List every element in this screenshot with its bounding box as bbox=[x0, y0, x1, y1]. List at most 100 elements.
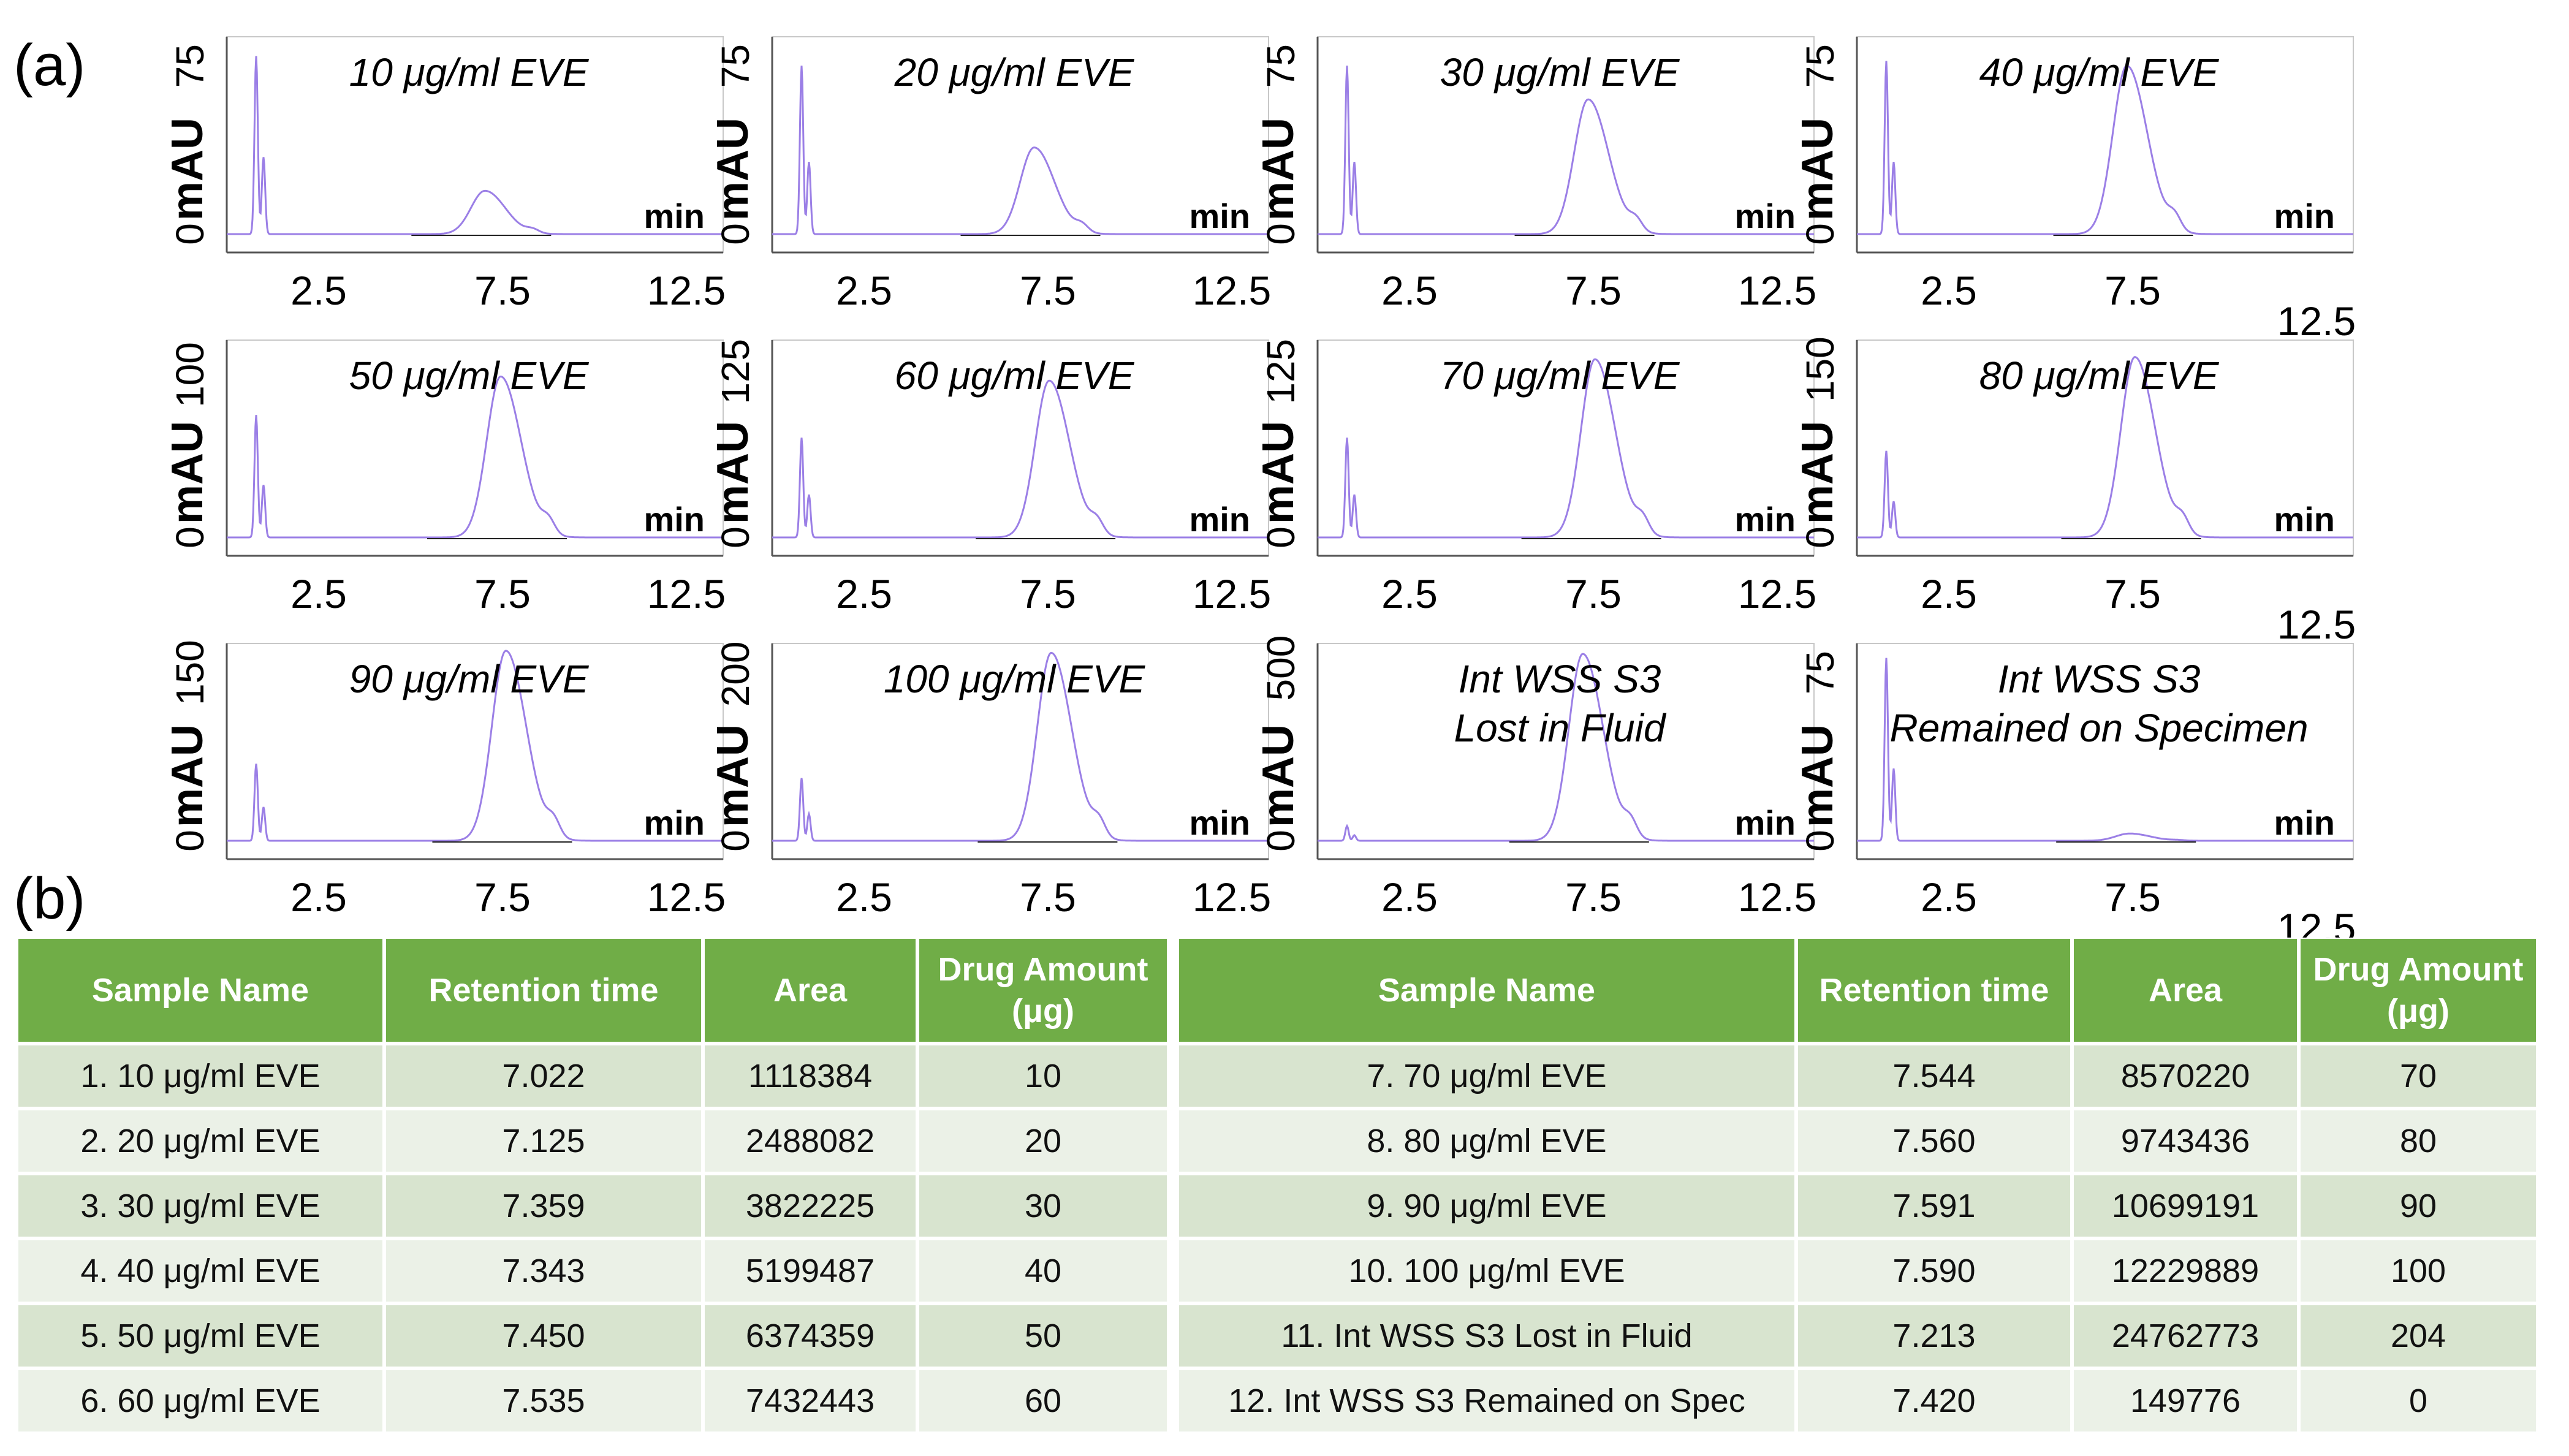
table-cell: 1. 10 μg/ml EVE bbox=[18, 1045, 382, 1107]
y-tick-label: 75 bbox=[1798, 651, 1842, 694]
x-tick-label: 12.5 bbox=[2277, 602, 2356, 647]
results-table-right: Sample Name Retention time Area Drug Amo… bbox=[1175, 935, 2540, 1435]
table-cell: 8570220 bbox=[2074, 1045, 2297, 1107]
table-cell: 7.591 bbox=[1798, 1175, 2070, 1237]
y-axis-title: mAU bbox=[1793, 421, 1842, 524]
x-axis-title: min bbox=[1189, 803, 1250, 842]
chromatogram-trace bbox=[772, 379, 1269, 539]
table-cell: 7.544 bbox=[1798, 1045, 2070, 1107]
x-tick-label: 7.5 bbox=[474, 571, 531, 616]
y-axis-title: mAU bbox=[1254, 724, 1303, 827]
table-cell: 60 bbox=[919, 1370, 1167, 1431]
y-tick-label: 0 bbox=[1798, 223, 1842, 245]
header-area: Area bbox=[705, 939, 916, 1042]
header-retention-time: Retention time bbox=[386, 939, 701, 1042]
sample-annotation: 10 μg/ml EVE bbox=[349, 50, 590, 94]
x-axis-title: min bbox=[643, 197, 705, 235]
table-cell: 90 bbox=[2301, 1175, 2536, 1237]
y-axis-title: mAU bbox=[1254, 118, 1303, 221]
table-cell: 7. 70 μg/ml EVE bbox=[1179, 1045, 1794, 1107]
table-cell: 40 bbox=[919, 1240, 1167, 1302]
x-tick-label: 2.5 bbox=[290, 571, 347, 616]
x-axis-title: min bbox=[1734, 803, 1796, 842]
y-tick-label: 75 bbox=[713, 44, 757, 88]
x-tick-label: 7.5 bbox=[1565, 874, 1622, 920]
sample-annotation: 50 μg/ml EVE bbox=[349, 354, 590, 398]
x-tick-label: 12.5 bbox=[1193, 874, 1271, 920]
x-tick-label: 7.5 bbox=[1020, 571, 1076, 616]
table-cell: 70 bbox=[2301, 1045, 2536, 1107]
table-cell: 7.590 bbox=[1798, 1240, 2070, 1302]
x-tick-label: 2.5 bbox=[1381, 571, 1438, 616]
table-cell: 9743436 bbox=[2074, 1110, 2297, 1172]
y-tick-label: 150 bbox=[168, 640, 212, 705]
table-cell: 80 bbox=[2301, 1110, 2536, 1172]
y-tick-label: 0 bbox=[1798, 830, 1842, 852]
y-tick-label: 0 bbox=[1259, 830, 1303, 852]
x-tick-label: 2.5 bbox=[1921, 874, 1977, 920]
x-tick-label: 2.5 bbox=[290, 874, 347, 920]
y-tick-label: 75 bbox=[1798, 44, 1842, 88]
table-row: 1. 10 μg/ml EVE 7.022 1118384 10 bbox=[18, 1045, 1167, 1107]
x-axis-title: min bbox=[1189, 197, 1250, 235]
chromatogram-trace bbox=[1318, 358, 1814, 539]
y-axis-title: mAU bbox=[163, 724, 212, 827]
chromatogram-trace bbox=[772, 66, 1269, 235]
table-row: 9. 90 μg/ml EVE 7.591 10699191 90 bbox=[1179, 1175, 2536, 1237]
chromatogram-trace bbox=[1857, 356, 2353, 539]
y-tick-label: 0 bbox=[168, 223, 212, 245]
table-row: 11. Int WSS S3 Lost in Fluid 7.213 2476277… bbox=[1179, 1305, 2536, 1367]
y-axis-title: mAU bbox=[708, 724, 757, 827]
x-tick-label: 2.5 bbox=[1921, 268, 1977, 313]
table-cell: 7.213 bbox=[1798, 1305, 2070, 1367]
sample-annotation: Remained on Specimen bbox=[1889, 706, 2308, 750]
x-tick-label: 2.5 bbox=[1921, 571, 1977, 616]
chromatogram-trace bbox=[227, 650, 723, 842]
sample-annotation: Int WSS S3 bbox=[1459, 657, 1661, 701]
table-row: 4. 40 μg/ml EVE 7.343 5199487 40 bbox=[18, 1240, 1167, 1302]
y-tick-label: 0 bbox=[168, 526, 212, 548]
table-cell: 5. 50 μg/ml EVE bbox=[18, 1305, 382, 1367]
y-axis-title: mAU bbox=[163, 421, 212, 524]
header-drug-amount: Drug Amount (μg) bbox=[919, 939, 1167, 1042]
x-tick-label: 7.5 bbox=[2104, 874, 2161, 920]
table-row: 8. 80 μg/ml EVE 7.560 9743436 80 bbox=[1179, 1110, 2536, 1172]
table-cell: 7.343 bbox=[386, 1240, 701, 1302]
sample-annotation: 40 μg/ml EVE bbox=[1979, 50, 2220, 94]
y-tick-label: 0 bbox=[713, 223, 757, 245]
table-cell: 10. 100 μg/ml EVE bbox=[1179, 1240, 1794, 1302]
table-cell: 9. 90 μg/ml EVE bbox=[1179, 1175, 1794, 1237]
results-table-left: Sample Name Retention time Area Drug Amo… bbox=[15, 935, 1171, 1435]
x-tick-label: 7.5 bbox=[1565, 571, 1622, 616]
x-tick-label: 12.5 bbox=[1738, 268, 1816, 313]
chromatogram-trace bbox=[227, 375, 723, 539]
table-cell: 7.535 bbox=[386, 1370, 701, 1431]
table-cell: 50 bbox=[919, 1305, 1167, 1367]
x-tick-label: 12.5 bbox=[647, 268, 726, 313]
x-tick-label: 12.5 bbox=[2277, 905, 2356, 938]
sample-annotation: 90 μg/ml EVE bbox=[349, 657, 590, 701]
table-cell: 7.420 bbox=[1798, 1370, 2070, 1431]
y-axis-title: mAU bbox=[708, 421, 757, 524]
table-row: 12. Int WSS S3 Remained on Spec 7.420 1497… bbox=[1179, 1370, 2536, 1431]
table-cell: 4. 40 μg/ml EVE bbox=[18, 1240, 382, 1302]
table-cell: 2. 20 μg/ml EVE bbox=[18, 1110, 382, 1172]
table-cell: 7432443 bbox=[705, 1370, 916, 1431]
table-cell: 0 bbox=[2301, 1370, 2536, 1431]
panel-b-label: (b) bbox=[13, 866, 86, 931]
x-tick-label: 12.5 bbox=[1738, 571, 1816, 616]
table-cell: 204 bbox=[2301, 1305, 2536, 1367]
chromatogram-trace bbox=[227, 56, 723, 235]
chromatogram-trace bbox=[772, 651, 1269, 842]
table-row: 10. 100 μg/ml EVE 7.590 12229889 100 bbox=[1179, 1240, 2536, 1302]
table-cell: 6. 60 μg/ml EVE bbox=[18, 1370, 382, 1431]
x-axis-title: min bbox=[643, 500, 705, 539]
x-axis-title: min bbox=[2274, 197, 2335, 235]
x-tick-label: 2.5 bbox=[1381, 268, 1438, 313]
x-tick-label: 7.5 bbox=[2104, 571, 2161, 616]
y-axis-title: mAU bbox=[1793, 724, 1842, 827]
sample-annotation: 100 μg/ml EVE bbox=[884, 657, 1146, 701]
x-axis-title: min bbox=[2274, 803, 2335, 842]
header-area: Area bbox=[2074, 939, 2297, 1042]
x-axis-title: min bbox=[2274, 500, 2335, 539]
